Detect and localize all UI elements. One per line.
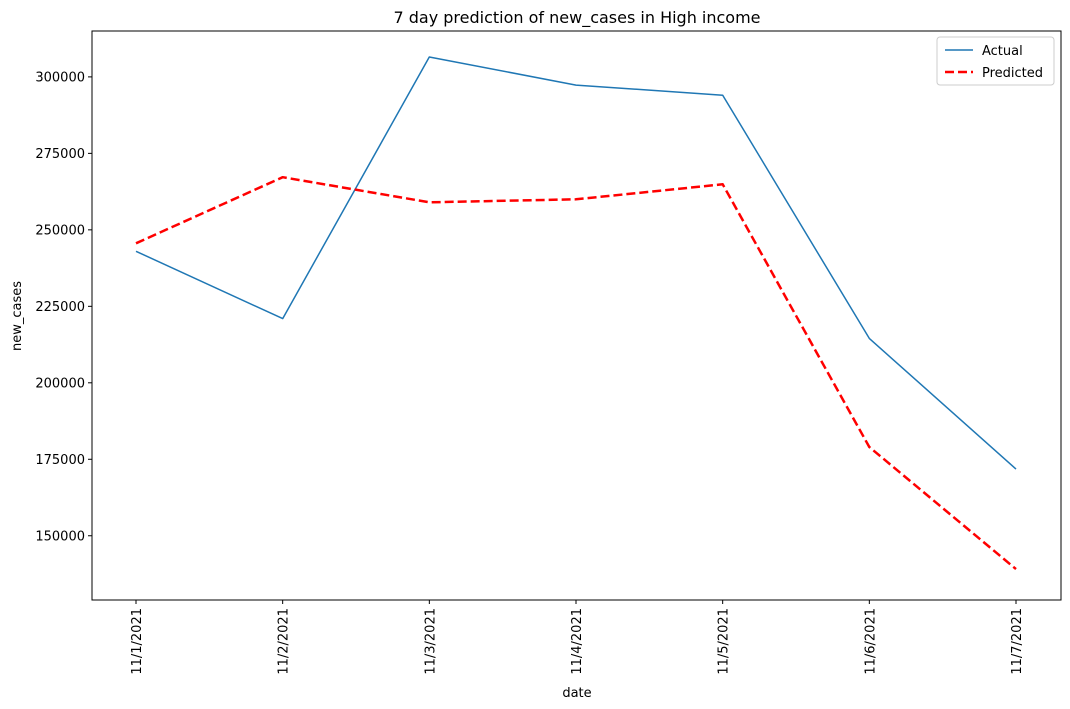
legend: Actual Predicted: [936, 36, 1055, 86]
x-tick-label: 11/4/2021: [570, 608, 585, 675]
legend-label-actual: Actual: [982, 44, 1023, 59]
y-tick-label: 275000: [35, 147, 85, 162]
y-tick-label: 175000: [35, 453, 85, 468]
y-tick-label: 300000: [35, 70, 85, 85]
x-tick-label: 11/7/2021: [1010, 608, 1025, 675]
y-axis-ticks: 150000 175000 200000 225000 250000 275000 3000…: [35, 70, 92, 544]
x-tick-label: 11/6/2021: [863, 608, 878, 675]
x-tick-label: 11/2/2021: [277, 608, 292, 675]
y-tick-label: 150000: [35, 529, 85, 544]
y-tick-label: 200000: [35, 376, 85, 391]
y-tick-label: 250000: [35, 223, 85, 238]
x-axis-ticks: 11/1/2021 11/2/2021 11/3/2021 11/4/2021 11/5…: [130, 600, 1025, 675]
y-tick-label: 225000: [35, 300, 85, 315]
x-tick-label: 11/1/2021: [130, 608, 145, 675]
plot-series: [135, 56, 1017, 571]
plot-frame: [91, 30, 1062, 601]
series-line-actual: [135, 56, 1017, 470]
y-axis-label: new_cases: [10, 281, 25, 351]
series-line-predicted: [135, 175, 1017, 571]
legend-label-predicted: Predicted: [982, 66, 1043, 81]
x-tick-label: 11/3/2021: [423, 608, 438, 675]
x-tick-label: 11/5/2021: [717, 608, 732, 675]
chart-title: 7 day prediction of new_cases in High in…: [393, 8, 760, 28]
x-axis-label: date: [562, 686, 591, 701]
